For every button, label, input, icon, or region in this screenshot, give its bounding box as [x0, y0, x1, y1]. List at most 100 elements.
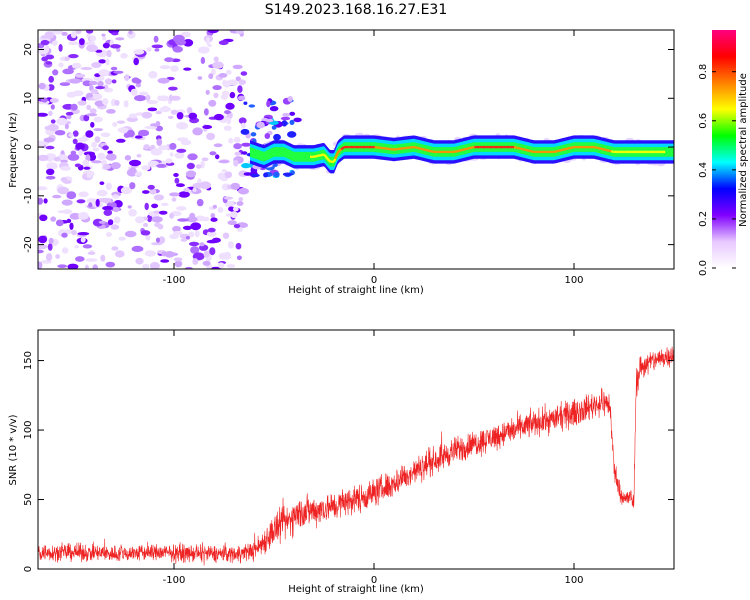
noise-blob [189, 212, 196, 220]
noise-blob [83, 114, 90, 122]
noise-blob [205, 37, 211, 45]
transition-blob [250, 173, 260, 178]
noise-blob [199, 242, 205, 247]
noise-blob [70, 31, 77, 39]
noise-blob [53, 156, 61, 162]
noise-blob [98, 69, 110, 77]
noise-blob [208, 99, 217, 107]
noise-blob [147, 107, 158, 112]
noise-blob [113, 216, 121, 224]
noise-blob [110, 224, 120, 230]
noise-blob [204, 108, 209, 116]
noise-blob [218, 73, 228, 78]
noise-blob [110, 162, 121, 170]
transition-blob [282, 112, 290, 117]
transition-blob [289, 119, 295, 125]
noise-blob [226, 117, 232, 125]
noise-blob [118, 236, 126, 241]
noise-blob [149, 188, 157, 195]
y-tick-label: 150 [23, 351, 34, 370]
colorbar: 0.0 0.2 0.4 0.6 0.8 Normalized spectral ampl… [698, 30, 749, 276]
noise-blob [168, 86, 178, 91]
noise-blob [185, 170, 197, 178]
noise-blob [120, 186, 132, 195]
noise-blob [75, 30, 82, 35]
x-tick-label: 100 [564, 575, 583, 586]
noise-blob [57, 210, 68, 214]
colorbar-tick-label: 0.8 [698, 64, 709, 80]
noise-blob [57, 186, 70, 195]
noise-blob [107, 150, 113, 155]
transition-blob [264, 133, 271, 139]
noise-blob [198, 46, 210, 54]
noise-blob [68, 133, 74, 137]
noise-blob [232, 207, 239, 212]
noise-blob [86, 44, 98, 52]
noise-blob [61, 247, 69, 254]
noise-blob [169, 142, 177, 150]
y-tick-label: 100 [23, 420, 34, 439]
snr-plot-area [38, 346, 674, 566]
noise-blob [155, 125, 163, 132]
noise-blob [192, 187, 197, 192]
noise-blob [100, 197, 112, 204]
noise-blob [200, 56, 206, 65]
noise-blob [228, 137, 234, 144]
noise-blob [151, 242, 163, 246]
noise-blob [86, 172, 93, 179]
noise-blob [207, 227, 216, 233]
noise-blob [112, 206, 120, 213]
noise-blob [151, 216, 163, 223]
spectrogram-y-axis-label: Frequency (Hz) [8, 112, 19, 188]
noise-blob [106, 109, 116, 114]
noise-blob [185, 236, 190, 240]
noise-blob [50, 119, 56, 124]
noise-blob [217, 172, 226, 180]
noise-blob [101, 33, 106, 37]
noise-blob [134, 135, 143, 139]
noise-blob [206, 239, 218, 244]
noise-blob [47, 124, 59, 131]
noise-blob [129, 182, 136, 190]
noise-blob [208, 73, 214, 80]
transition-blob [287, 96, 293, 102]
noise-blob [76, 199, 86, 204]
noise-blob [169, 152, 174, 157]
noise-blob [77, 232, 90, 236]
noise-blob [102, 36, 107, 41]
noise-blob [61, 31, 68, 36]
noise-blob [207, 30, 219, 34]
noise-blob [103, 209, 113, 216]
noise-blob [233, 159, 239, 167]
noise-blob [180, 238, 188, 242]
noise-blob [123, 100, 129, 108]
noise-blob [176, 112, 184, 120]
noise-blob [40, 39, 50, 46]
noise-blob [91, 160, 102, 164]
noise-blob [237, 227, 243, 232]
noise-blob [58, 44, 63, 52]
noise-blob [183, 67, 192, 71]
noise-blob [38, 261, 43, 269]
x-tick-label: -100 [163, 575, 186, 586]
noise-blob [227, 241, 234, 249]
snr-panel: -100 0 100 0 50 100 150 Height of straight lin… [8, 329, 675, 595]
noise-blob [112, 122, 118, 127]
noise-blob [169, 192, 180, 197]
noise-blob [126, 129, 135, 138]
noise-blob [124, 74, 130, 81]
transition-blob [287, 131, 297, 138]
noise-blob [165, 158, 173, 164]
noise-blob [120, 53, 128, 59]
noise-blob [210, 213, 216, 219]
noise-blob [95, 86, 105, 90]
noise-blob [90, 121, 95, 128]
noise-blob [88, 202, 93, 208]
noise-blob [117, 127, 129, 133]
noise-blob [227, 220, 237, 226]
noise-blob [93, 128, 104, 132]
noise-blob [161, 105, 169, 113]
noise-blob [105, 58, 110, 66]
